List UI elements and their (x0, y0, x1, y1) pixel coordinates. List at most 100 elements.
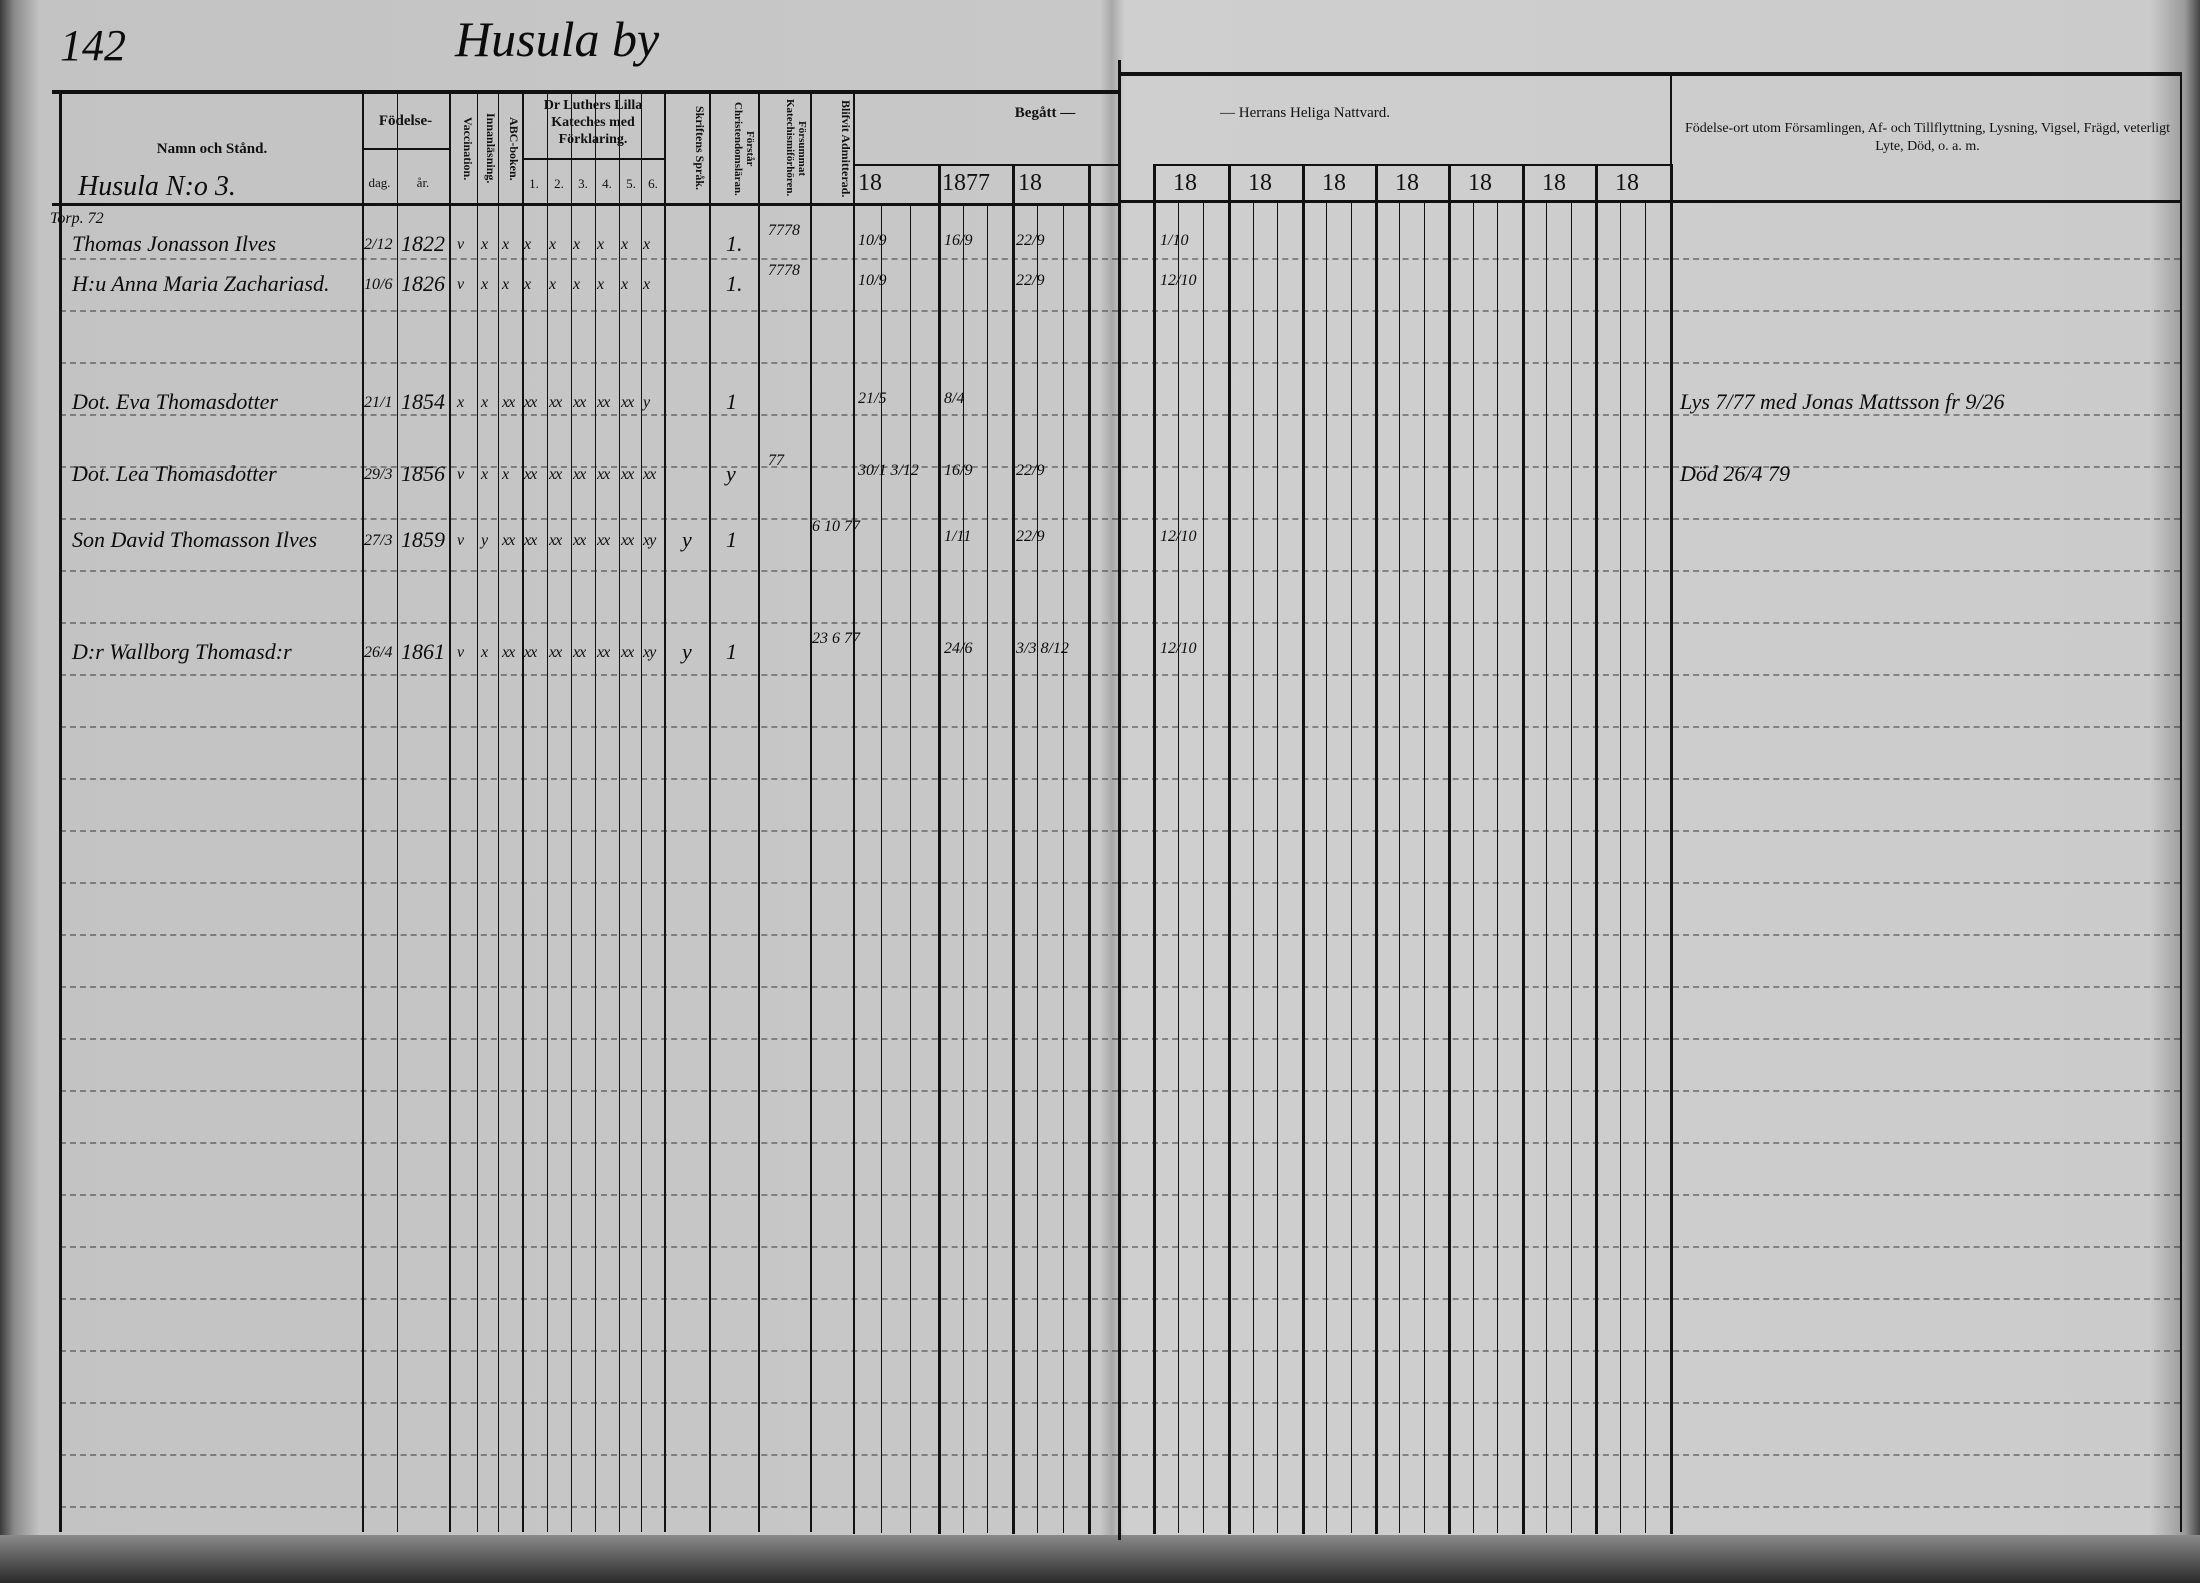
page-gutter (1118, 60, 1121, 1540)
person-name: H:u Anna Maria Zachariasd. (72, 271, 330, 296)
subcolumn-line (1497, 203, 1499, 1533)
catechism-mark: xy (643, 644, 656, 661)
birth-day: 26/4 (364, 644, 393, 661)
subcolumn-line (1620, 203, 1621, 1533)
catechism-mark: x (621, 236, 628, 253)
catechism-mark: x (621, 276, 628, 293)
birth-year: 1856 (401, 461, 445, 486)
birth-subrule (362, 148, 449, 150)
column-line (449, 92, 451, 1532)
column-line (810, 92, 812, 1532)
column-line (547, 92, 548, 1532)
catechism-mark: xx (524, 644, 537, 661)
header-abc: ABC-boken. (507, 116, 521, 181)
reading-mark: x (481, 466, 488, 483)
village-title: Husula by (455, 11, 660, 67)
vaccination-mark: v (457, 532, 464, 549)
catechism-mark: xx (621, 644, 634, 661)
catechism-mark: xx (549, 466, 562, 483)
year-group-line (1088, 164, 1091, 1534)
catechism-mark: xx (597, 644, 610, 661)
birth-year: 1859 (401, 527, 445, 552)
column-line (498, 92, 499, 1532)
catechism-mark: xx (549, 532, 562, 549)
column-line (641, 92, 642, 1532)
birth-year: 1861 (401, 639, 445, 664)
vaccination-mark: v (457, 466, 464, 483)
column-line (571, 92, 572, 1532)
admitted-date: 6 10 77 (812, 518, 860, 535)
birth-day: 29/3 (364, 466, 393, 483)
column-line (709, 92, 711, 1532)
column-line (595, 92, 596, 1532)
header-skrift: Skriftens Språk. (693, 106, 707, 191)
year-group-line (1012, 164, 1015, 1534)
communion-date: 1/11 (944, 528, 972, 545)
catechism-mark: xx (621, 532, 634, 549)
catechism-mark: y (643, 394, 650, 411)
remarks-column-line (1670, 72, 1672, 1532)
understanding-mark: y (726, 461, 736, 486)
communion-date: 8/4 (944, 390, 965, 407)
subcolumn-line (881, 203, 883, 1533)
communion-date: 12/10 (1160, 272, 1197, 289)
catechism-mark: xx (524, 394, 537, 411)
vaccination-mark: v (457, 276, 464, 293)
catechism-part-label: 1. (529, 176, 539, 191)
catechism-part-label: 6. (648, 176, 658, 191)
header-forstar: Förstår Christendomsläran. (731, 101, 756, 196)
header-vaccination: Vaccination. (461, 116, 475, 181)
year-label: 18 (1018, 170, 1042, 196)
catechism-mark: xx (573, 532, 586, 549)
communion-date: 30/1 3/12 (858, 462, 919, 479)
year-label: 18 (1395, 170, 1419, 196)
header-birth: Födelse- (378, 113, 433, 129)
understanding-mark: 1 (726, 527, 737, 552)
birth-day: 2/12 (364, 236, 393, 253)
header-top-rule (1118, 72, 2182, 76)
subcolumn-line (1062, 203, 1064, 1533)
subcolumn-line (1546, 203, 1548, 1533)
communion-date: 10/9 (858, 232, 887, 249)
communion-date: 16/9 (944, 232, 973, 249)
header-name: Namn och Stånd. (156, 141, 268, 157)
year-group-line (1522, 164, 1525, 1534)
year-group-line (1375, 164, 1378, 1534)
year-row-rule (853, 164, 1118, 166)
header-birth-year: år. (416, 175, 430, 190)
understanding-mark: 1 (726, 639, 737, 664)
catechism-mark: x (643, 276, 650, 293)
scripture-mark: y (682, 527, 692, 552)
year-group-line (1448, 164, 1451, 1534)
communion-date: 22/9 (1016, 232, 1045, 249)
catechism-mark: x (549, 276, 556, 293)
subcolumn-line (1472, 203, 1474, 1533)
header-nattvard: — Herrans Heliga Nattvard. (1220, 105, 1390, 121)
scripture-mark: y (682, 639, 692, 664)
communion-date: 22/9 (1016, 272, 1045, 289)
understanding-mark: 1 (726, 389, 737, 414)
subcolumn-line (1203, 203, 1204, 1533)
subcolumn-line (1252, 203, 1254, 1533)
catechism-mark: xx (597, 466, 610, 483)
catechism-mark: xx (597, 394, 610, 411)
subcolumn-line (1423, 203, 1425, 1533)
catechism-mark: x (597, 236, 604, 253)
year-label: 18 (858, 170, 882, 196)
reading-mark: x (481, 394, 488, 411)
header-bottom-rule (1118, 200, 2182, 203)
vaccination-mark: x (457, 394, 464, 411)
subcolumn-line (1350, 203, 1352, 1533)
communion-date: 3/3 8/12 (1016, 640, 1069, 657)
year-group-line (938, 164, 941, 1534)
catechism-mark: xx (524, 466, 537, 483)
header-remarks: Födelse-ort utom Församlingen, Af- och T… (1685, 121, 2170, 154)
subcolumn-line (962, 203, 964, 1533)
birth-day: 10/6 (364, 276, 393, 293)
year-group-line (1595, 164, 1598, 1534)
header-bottom-rule (52, 203, 1118, 206)
catechism-mark: xx (643, 466, 656, 483)
year-label: 18 (1173, 170, 1197, 196)
communion-date: 10/9 (858, 272, 887, 289)
